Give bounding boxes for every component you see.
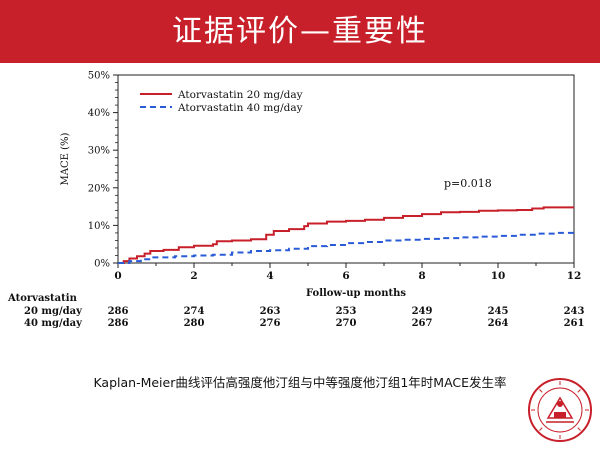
risk-table-header: Atorvastatin: [7, 293, 78, 304]
km-chart: 0% 10% 20% 30% 40% 50% 0 2 4 6 8 10 12 Follow-up mont…: [7, 71, 584, 330]
x-tick-label: 12: [567, 270, 582, 282]
risk-value: 261: [564, 318, 585, 329]
y-tick-label: 10%: [88, 221, 110, 232]
y-tick-label: 30%: [88, 146, 110, 157]
y-tick-label: 50%: [88, 71, 110, 82]
y-tick-label: 40%: [88, 108, 110, 119]
slide-title: 证据评价—重要性: [172, 14, 428, 49]
x-tick-label: 4: [266, 270, 273, 282]
risk-value: 276: [260, 318, 281, 329]
risk-value: 249: [412, 306, 433, 317]
risk-value: 253: [336, 306, 357, 317]
risk-value: 264: [488, 318, 509, 329]
series-line-1: [118, 206, 574, 264]
y-tick-label: 20%: [88, 183, 110, 194]
x-tick-label: 6: [342, 270, 349, 282]
university-seal-logo: [528, 378, 592, 442]
legend-label: Atorvastatin 20 mg/day: [177, 89, 303, 101]
y-tick-label: 0%: [94, 259, 110, 270]
legend-label: Atorvastatin 40 mg/day: [177, 102, 303, 114]
x-tick-label: 2: [190, 270, 197, 282]
p-value-annotation: p=0.018: [444, 177, 492, 190]
chart-axes: 0% 10% 20% 30% 40% 50% 0 2 4 6 8 10 12 Follow-up mont…: [60, 71, 581, 300]
risk-row-label: 40 mg/day: [24, 318, 83, 329]
risk-value: 245: [488, 306, 509, 317]
x-tick-label: 10: [491, 270, 506, 282]
series-layer: [118, 206, 574, 264]
risk-value: 280: [184, 318, 205, 329]
x-tick-label: 0: [114, 270, 121, 282]
risk-value: 243: [564, 306, 585, 317]
series-line-2: [118, 231, 574, 264]
risk-value: 263: [260, 306, 281, 317]
risk-value: 267: [412, 318, 433, 329]
risk-value: 274: [184, 306, 205, 317]
x-tick-label: 8: [418, 270, 425, 282]
x-axis-title: Follow-up months: [306, 288, 406, 299]
risk-value: 286: [108, 306, 129, 317]
risk-value: 286: [108, 318, 129, 329]
figure-caption: Kaplan-Meier曲线评估高强度他汀组与中等强度他汀组1年时MACE发生率: [93, 375, 507, 390]
risk-value: 270: [336, 318, 357, 329]
y-axis-title: MACE (%): [60, 132, 71, 185]
risk-row-label: 20 mg/day: [24, 306, 83, 317]
title-bar: 证据评价—重要性: [0, 0, 600, 63]
